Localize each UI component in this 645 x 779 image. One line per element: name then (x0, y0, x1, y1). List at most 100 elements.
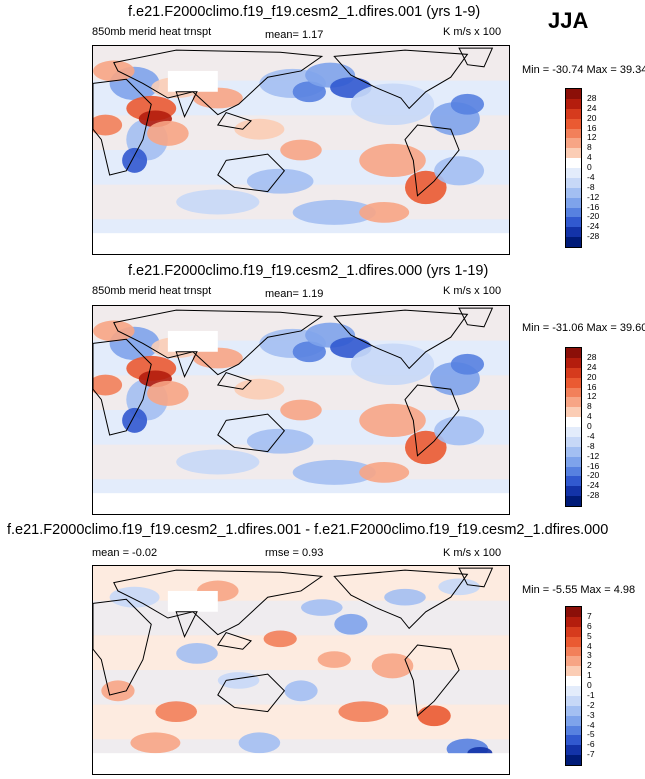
coastline (333, 49, 469, 110)
coastline (404, 644, 460, 717)
tibet-missing (167, 330, 218, 352)
colorbar-band (566, 496, 581, 506)
panel-3-mean-label: mean = -0.02 (92, 547, 158, 559)
contour-region (217, 672, 260, 689)
contour-region (176, 449, 260, 475)
colorbar-tick-label: -3 (587, 709, 595, 720)
contour-region (130, 732, 181, 754)
contour-region (93, 60, 135, 82)
contour-region (122, 407, 148, 433)
panel-3-map (92, 565, 510, 775)
field-band (93, 566, 509, 601)
colorbar-tick-label: 4 (587, 152, 592, 163)
colorbar-tick-label: 4 (587, 411, 592, 422)
season-label: JJA (548, 8, 589, 33)
panel-2-title: f.e21.F2000climo.f19_f19.cesm2_1.dfires.… (128, 263, 489, 279)
contour-region (176, 189, 260, 215)
colorbar-band (566, 616, 581, 627)
contour-region (350, 83, 435, 126)
colorbar-band (566, 676, 581, 686)
coastline (93, 78, 152, 176)
contour-region (301, 599, 343, 616)
colorbar-tick-label: 2 (587, 660, 592, 671)
panel-1-minmax: Min = -30.74 Max = 39.34 (522, 64, 645, 76)
contour-region (234, 118, 285, 140)
colorbar-band (566, 695, 581, 706)
contour-region (359, 202, 410, 223)
colorbar-tick-label: -4 (587, 719, 595, 730)
contour-region (434, 156, 485, 186)
panel-1-title: f.e21.F2000climo.f19_f19.cesm2_1.dfires.… (128, 4, 481, 20)
colorbar-band (566, 89, 581, 99)
coastline (175, 351, 198, 379)
panel-2-colorbar-ticks: 28 24 20 16 12 8 4 0 -4 -8 -12 -16 -20 -24 -28 (587, 347, 617, 507)
field-band (93, 600, 509, 636)
coastline (93, 598, 152, 696)
coastline (458, 567, 494, 588)
colorbar-band (566, 456, 581, 467)
colorbar-tick-label: 5 (587, 630, 592, 641)
colorbar-band (566, 207, 581, 218)
contour-region (246, 168, 314, 194)
contour-region (450, 93, 485, 115)
coastline (216, 371, 253, 390)
contour-region (176, 642, 218, 664)
colorbar-band (566, 466, 581, 477)
contour-region (93, 320, 135, 342)
colorbar-tick-label: 6 (587, 620, 592, 631)
contour-region (147, 380, 189, 406)
colorbar-tick-label: -28 (587, 231, 600, 242)
contour-region (292, 459, 376, 485)
map-field (93, 46, 509, 254)
colorbar-band (566, 666, 581, 677)
colorbar-tick-label: 20 (587, 371, 597, 382)
coastline (333, 569, 469, 630)
colorbar-band (566, 187, 581, 198)
colorbar-tick-label: 0 (587, 680, 592, 690)
colorbar-band (566, 407, 581, 418)
colorbar-tick-label: 16 (587, 122, 597, 133)
colorbar-band (566, 138, 581, 149)
colorbar-tick-label: 12 (587, 391, 597, 402)
coastline (113, 309, 324, 376)
panel-1-colorbar (565, 88, 582, 248)
colorbar-tick-label: -5 (587, 729, 595, 740)
coastline (217, 413, 286, 453)
contour-region (292, 81, 326, 103)
coastline (404, 124, 460, 197)
contour-region (359, 403, 426, 438)
colorbar-band (566, 367, 581, 378)
panel-2-variable-label: 850mb merid heat trnspt (92, 285, 212, 297)
antarctica-missing (93, 493, 509, 514)
panel-1-units-label: K m/s x 100 (443, 26, 502, 38)
map-field (93, 306, 509, 514)
colorbar-band (566, 686, 581, 696)
coastline (175, 91, 198, 119)
panel-2-units-label: K m/s x 100 (443, 285, 502, 297)
coastline (404, 384, 460, 457)
coastline (333, 309, 469, 370)
tibet-missing (167, 590, 218, 612)
contour-region (450, 353, 485, 375)
contour-region (359, 462, 410, 483)
panel-3-units-label: K m/s x 100 (443, 547, 502, 559)
contour-region (434, 416, 485, 446)
colorbar-band (566, 476, 581, 487)
contour-region (234, 378, 285, 400)
contour-region (350, 343, 435, 386)
colorbar-tick-label: -8 (587, 440, 595, 451)
colorbar-band (566, 705, 581, 716)
antarctica-missing (93, 233, 509, 254)
colorbar-band (566, 745, 581, 756)
colorbar-tick-label: -12 (587, 191, 600, 202)
colorbar-band (566, 148, 581, 159)
colorbar-band (566, 377, 581, 388)
colorbar-tick-label: -1 (587, 689, 595, 700)
contour-region (93, 114, 123, 136)
colorbar-tick-label: -6 (587, 739, 595, 750)
contour-region (338, 701, 389, 722)
panel-2-map (92, 305, 510, 515)
contour-region (263, 630, 297, 648)
contour-region (417, 705, 451, 727)
contour-region (280, 399, 322, 421)
